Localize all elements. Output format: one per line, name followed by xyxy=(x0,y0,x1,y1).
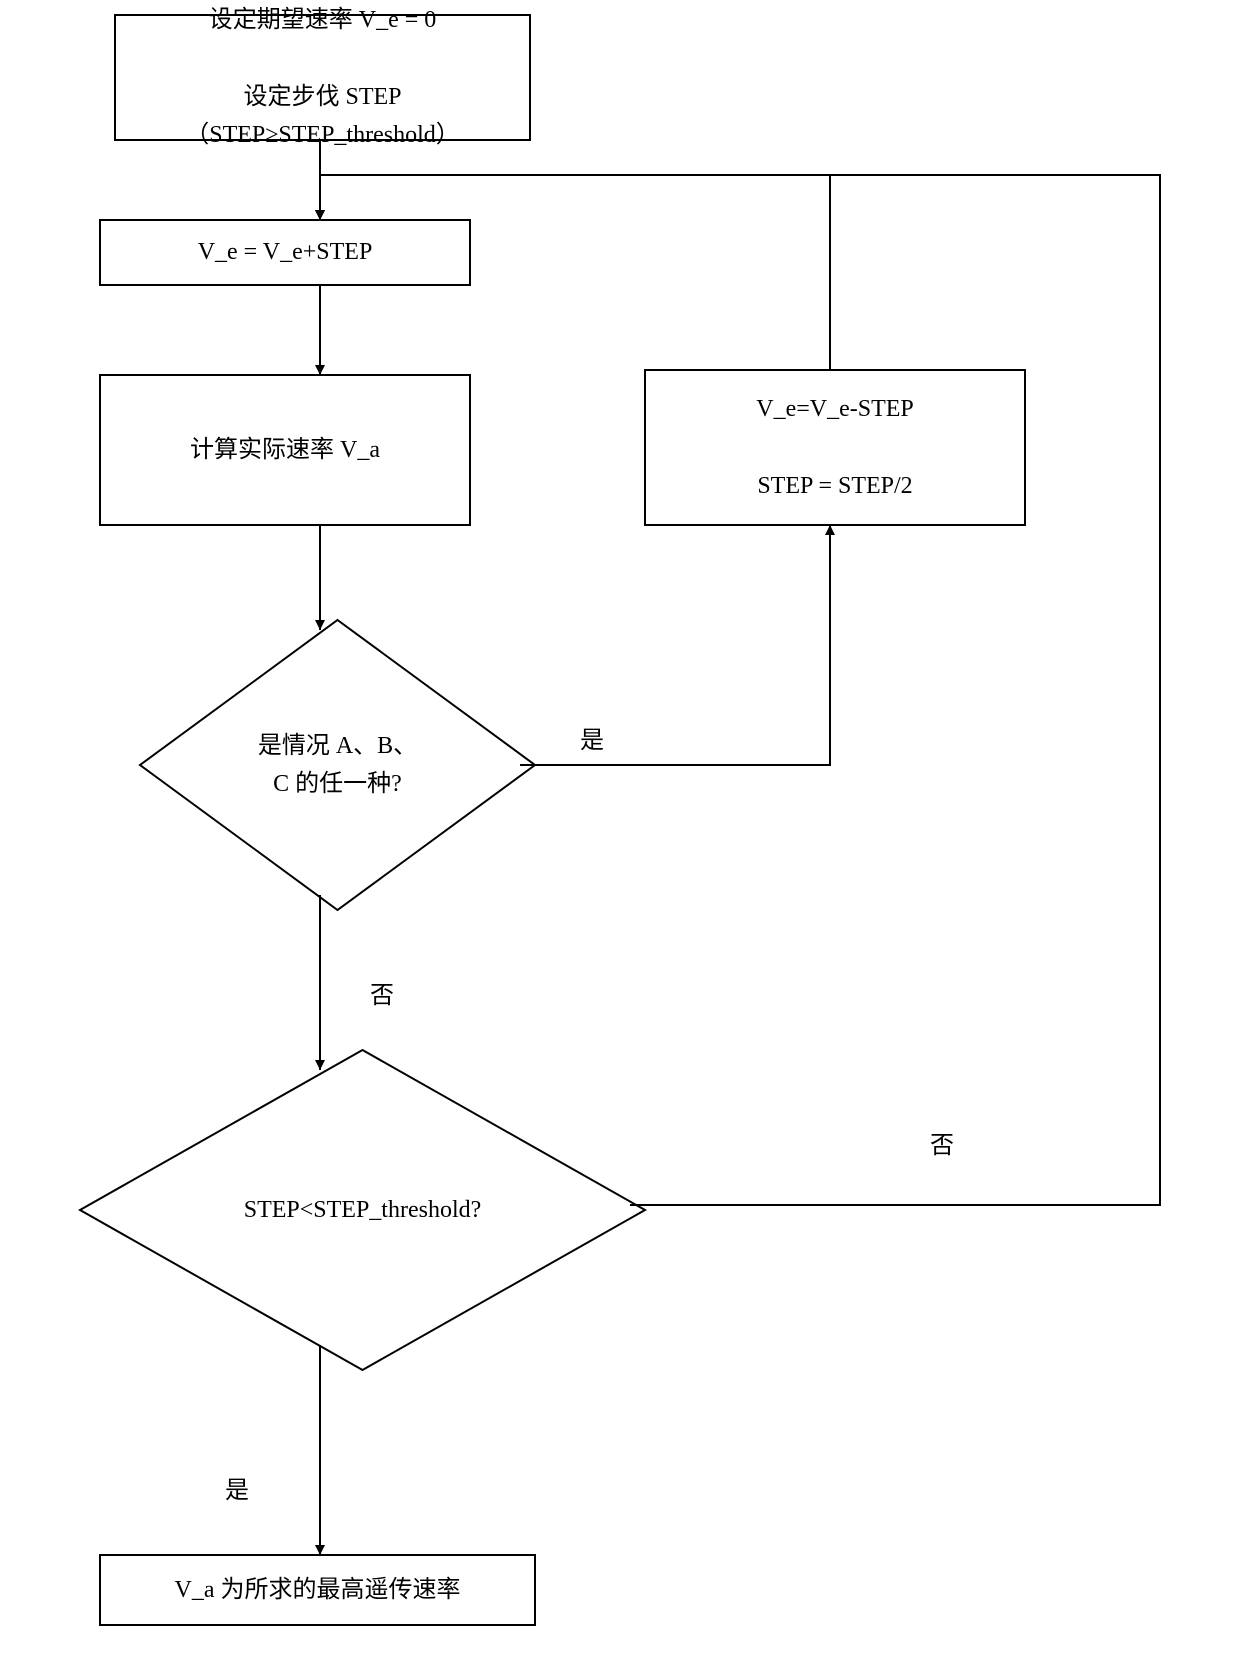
edge-label-3: 否 xyxy=(370,975,394,1010)
edge-4 xyxy=(520,525,830,765)
node-label-n5: STEP<STEP_threshold? xyxy=(80,1050,645,1370)
edge-label-4: 是 xyxy=(580,720,604,755)
node-label-n3: 计算实际速率 V_a xyxy=(100,375,470,525)
edge-label-6: 是 xyxy=(225,1470,249,1505)
node-label-n6: V_a 为所求的最高遥传速率 xyxy=(100,1555,535,1625)
node-label-n4: 是情况 A、B、 C 的任一种? xyxy=(140,620,535,910)
flowchart-canvas: 设定期望速率 V_e = 0 设定步伐 STEP（STEP≥STEP_thres… xyxy=(0,0,1240,1675)
node-label-n1: 设定期望速率 V_e = 0 设定步伐 STEP（STEP≥STEP_thres… xyxy=(115,15,530,140)
node-label-n2: V_e = V_e+STEP xyxy=(100,220,470,285)
edge-label-7: 否 xyxy=(930,1125,954,1160)
node-label-n7: V_e=V_e-STEP STEP = STEP/2 xyxy=(645,370,1025,525)
